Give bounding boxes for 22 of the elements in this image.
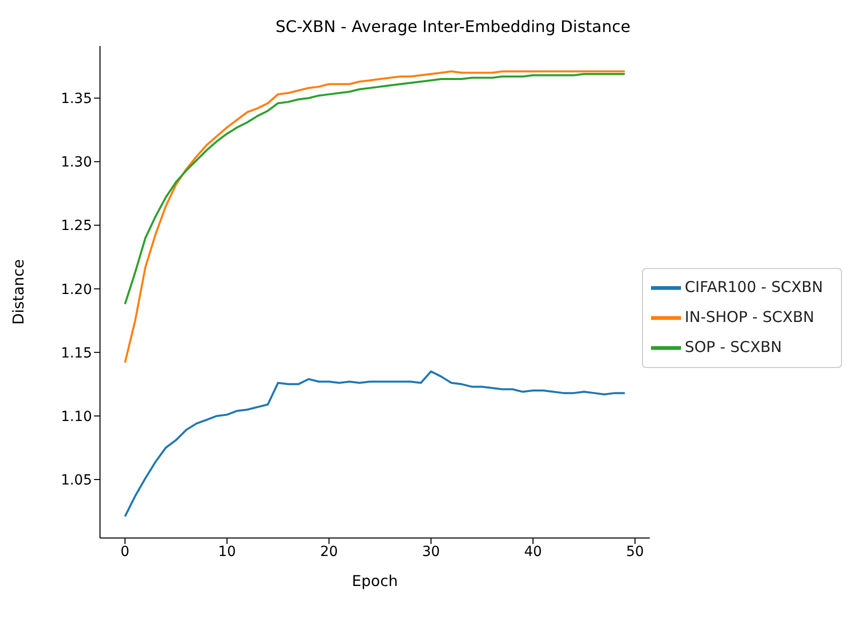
x-axis-title: Epoch (352, 572, 398, 590)
legend-label: SOP - SCXBN (684, 338, 782, 356)
y-tick-label: 1.30 (60, 154, 92, 171)
y-tick-label: 1.05 (60, 472, 92, 488)
y-tick-label: 1.15 (60, 345, 92, 362)
y-tick-label: 1.10 (60, 408, 92, 425)
y-tick-label: 1.35 (60, 91, 92, 108)
x-tick-label: 0 (120, 544, 130, 560)
line-series (124, 72, 626, 306)
x-tick-label: 20 (320, 544, 338, 560)
chart-title: SC-XBN - Average Inter-Embedding Distance (275, 17, 631, 36)
line-series (124, 370, 626, 518)
x-tick-label: 40 (524, 544, 542, 560)
x-tick-label: 10 (218, 544, 236, 560)
line-series (124, 70, 626, 364)
y-axis-title: Distance (9, 259, 28, 325)
y-tick-label: 1.25 (60, 218, 92, 234)
legend-label: IN-SHOP - SCXBN (684, 308, 814, 326)
x-tick-label: 30 (422, 544, 440, 560)
legend-label: CIFAR100 - SCXBN (684, 278, 823, 296)
y-tick-label: 1.20 (60, 282, 92, 298)
x-tick-label: 50 (626, 544, 644, 560)
